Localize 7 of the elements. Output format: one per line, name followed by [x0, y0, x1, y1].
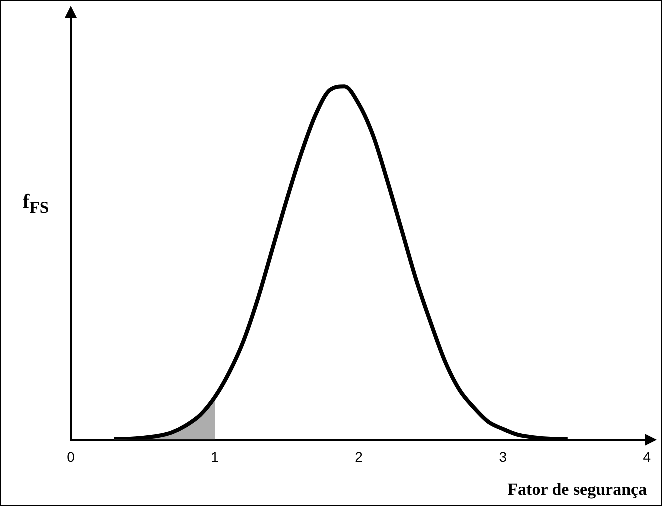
x-tick-label: 1	[211, 449, 220, 466]
x-tick-label: 0	[67, 449, 76, 466]
x-tick-label: 3	[499, 449, 508, 466]
x-axis-title: Fator de segurança	[508, 480, 648, 500]
x-tick-label: 4	[643, 449, 652, 466]
y-axis-title: f$_{FS}$	[23, 191, 50, 218]
x-tick-label: 2	[355, 449, 364, 466]
